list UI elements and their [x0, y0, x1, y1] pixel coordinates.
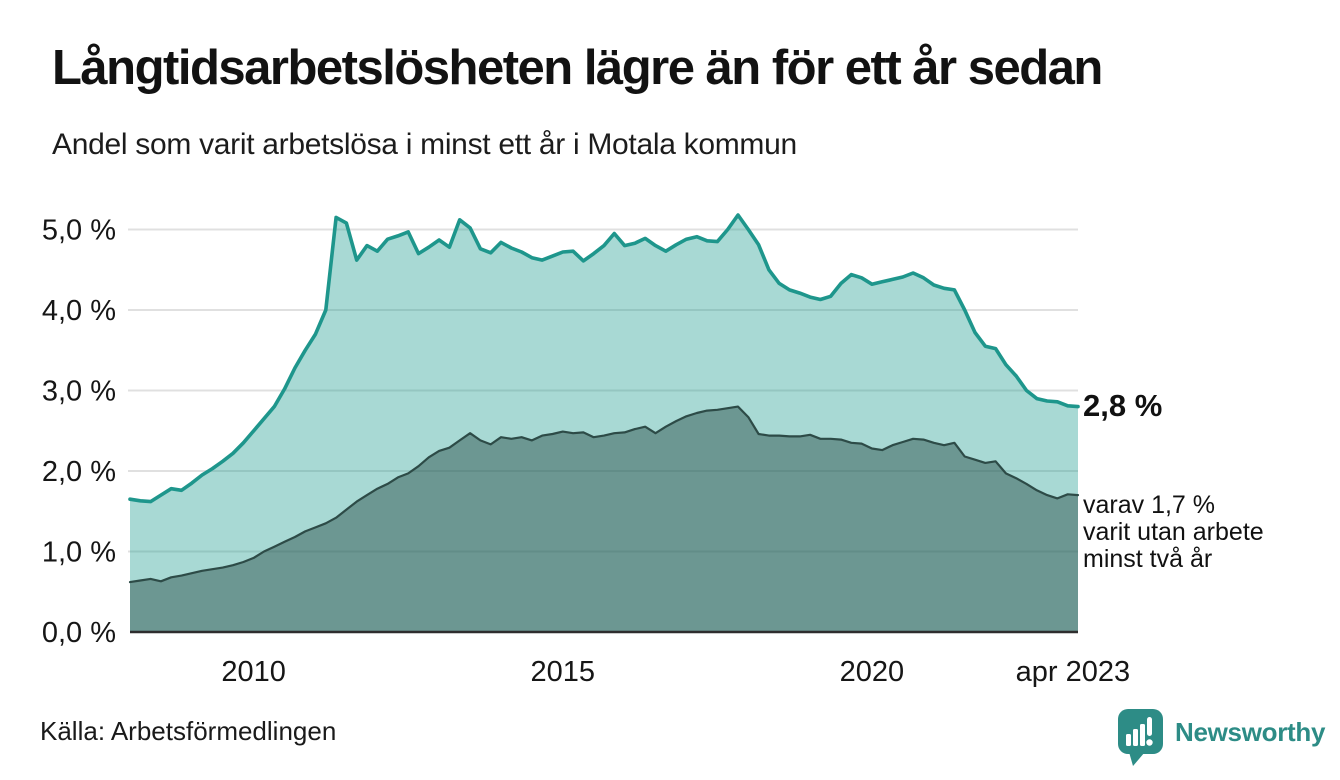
detail-annotation-line: minst två år — [1083, 545, 1213, 573]
newsworthy-logo: Newsworthy — [1117, 708, 1325, 768]
page-title: Långtidsarbetslösheten lägre än för ett … — [52, 41, 1103, 95]
x-tick-label: apr 2023 — [1016, 656, 1131, 688]
bar-chart-bubble-icon — [1118, 709, 1163, 766]
y-tick-label: 3,0 % — [42, 376, 116, 408]
y-tick-label: 1,0 % — [42, 537, 116, 569]
x-tick-label: 2010 — [221, 656, 286, 688]
latest-value-label: 2,8 % — [1083, 388, 1163, 423]
y-tick-label: 0,0 % — [42, 617, 116, 649]
detail-annotation: varav 1,7 % varit utan arbete minst två … — [1083, 492, 1264, 573]
detail-annotation-line: varav 1,7 % — [1083, 491, 1216, 519]
detail-annotation-line: varit utan arbete — [1083, 518, 1264, 546]
page-subtitle: Andel som varit arbetslösa i minst ett å… — [52, 128, 797, 161]
y-tick-label: 5,0 % — [42, 215, 116, 247]
series-line-one-year — [128, 213, 1080, 504]
x-tick-label: 2020 — [840, 656, 905, 688]
x-tick-label: 2015 — [531, 656, 596, 688]
series-line-two-years — [128, 405, 1080, 584]
y-tick-label: 2,0 % — [42, 456, 116, 488]
brand-name: Newsworthy — [1175, 717, 1326, 747]
series-area-two-years — [130, 406, 1078, 632]
source-attribution: Källa: Arbetsförmedlingen — [40, 716, 337, 746]
series-area-one-year — [130, 215, 1078, 632]
y-tick-label: 4,0 % — [42, 295, 116, 327]
